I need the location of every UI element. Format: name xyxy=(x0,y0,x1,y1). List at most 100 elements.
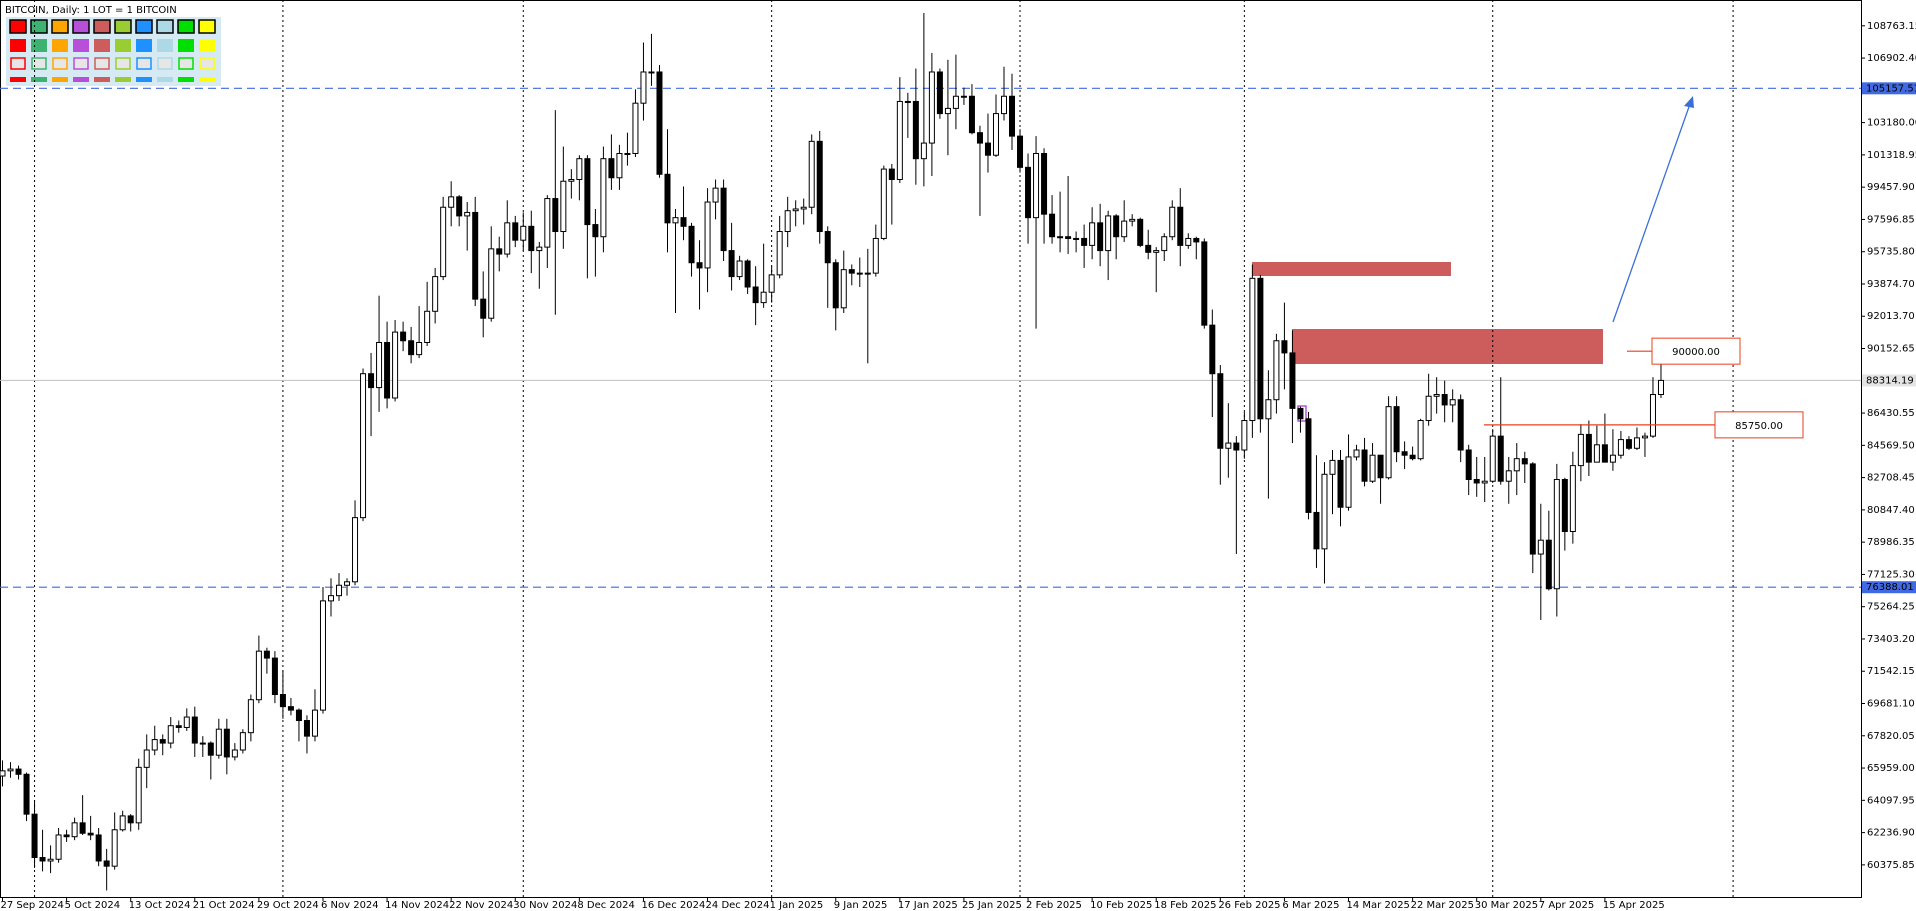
candle-body xyxy=(1401,451,1408,456)
x-tick-label: 9 Jan 2025 xyxy=(834,900,888,911)
candle-body xyxy=(183,716,190,728)
projection-arrow xyxy=(1612,103,1691,323)
candle-body xyxy=(856,272,863,275)
x-tick-label: 13 Oct 2024 xyxy=(129,900,191,911)
candle-body xyxy=(440,206,447,278)
candle-body xyxy=(1601,444,1608,463)
y-tick-label: 103180.00 xyxy=(1867,118,1916,129)
swatch xyxy=(157,57,173,70)
candle-body xyxy=(496,248,503,255)
candle-body xyxy=(376,341,383,389)
x-tick-label: 8 Dec 2024 xyxy=(577,900,635,911)
x-tick-label: 7 Apr 2025 xyxy=(1539,900,1594,911)
y-tick-label: 82708.45 xyxy=(1867,473,1915,484)
candle-body xyxy=(287,706,294,711)
candle-body xyxy=(888,168,895,180)
candle-body xyxy=(87,832,94,836)
candle-body xyxy=(1073,237,1080,240)
level-box xyxy=(1651,337,1741,365)
candle-body xyxy=(688,225,695,264)
swatch xyxy=(199,57,215,70)
candle-body xyxy=(864,272,871,275)
candle-body xyxy=(1585,433,1592,463)
swatch xyxy=(198,19,216,34)
candle-body xyxy=(1281,340,1288,354)
x-tick-label: 1 Jan 2025 xyxy=(770,900,824,911)
candle-body xyxy=(600,158,607,238)
swatch xyxy=(52,39,68,52)
candle-body xyxy=(648,71,655,74)
swatch xyxy=(10,39,26,52)
candle-body xyxy=(1505,470,1512,482)
swatch xyxy=(115,39,131,52)
candle-body xyxy=(7,768,14,772)
supply-zone xyxy=(1252,262,1451,276)
candle-body xyxy=(1105,215,1112,252)
candle-body xyxy=(1329,459,1336,475)
candle-body xyxy=(279,694,286,708)
candle-body xyxy=(640,71,647,104)
candle-body xyxy=(696,262,703,269)
candle-body xyxy=(1641,435,1648,439)
candle-body xyxy=(624,152,631,155)
candle-body xyxy=(512,222,519,241)
candle-body xyxy=(79,822,86,834)
price-label-box xyxy=(1862,581,1916,594)
y-tick-label: 62236.90 xyxy=(1867,828,1915,839)
candle-body xyxy=(15,768,22,775)
candle-body xyxy=(544,198,551,248)
candle-body xyxy=(303,720,310,737)
candle-body xyxy=(1593,444,1600,463)
candle-body xyxy=(1521,458,1528,465)
candle-body xyxy=(1561,478,1568,533)
y-tick-label: 65959.00 xyxy=(1867,763,1915,774)
candle-body xyxy=(1625,439,1632,449)
swatch xyxy=(93,19,111,34)
candle-body xyxy=(1441,394,1448,406)
candle-body xyxy=(936,71,943,115)
candle-body xyxy=(55,834,62,860)
y-tick-label: 86430.55 xyxy=(1867,408,1915,419)
candle-body xyxy=(1137,218,1144,246)
y-tick-label: 97596.85 xyxy=(1867,214,1915,225)
candle-body xyxy=(1257,277,1264,420)
y-tick-label: 84569.50 xyxy=(1867,440,1915,451)
swatch xyxy=(10,77,26,82)
x-tick-label: 25 Jan 2025 xyxy=(962,900,1022,911)
candle-body xyxy=(1385,406,1392,479)
candle-body xyxy=(0,770,6,777)
y-tick-label: 92013.70 xyxy=(1867,311,1915,322)
candle-body xyxy=(352,517,359,583)
candle-body xyxy=(960,95,967,98)
candle-body xyxy=(1529,463,1536,555)
candle-body xyxy=(1097,222,1104,252)
candle-body xyxy=(432,276,439,312)
candle-body xyxy=(608,158,615,179)
candle-body xyxy=(1425,395,1432,422)
y-tick-label: 99457.90 xyxy=(1867,182,1915,193)
swatch xyxy=(94,39,110,52)
swatch xyxy=(136,57,152,70)
candle-body xyxy=(760,291,767,304)
y-tick-label: 73403.20 xyxy=(1867,634,1915,645)
candle-body xyxy=(576,158,583,180)
y-tick-label: 90152.65 xyxy=(1867,344,1915,355)
candle-body xyxy=(1305,418,1312,513)
swatch xyxy=(72,19,90,34)
candle-body xyxy=(736,260,743,278)
candle-body xyxy=(135,766,142,824)
candle-body xyxy=(255,650,262,701)
candle-body xyxy=(167,725,174,744)
candle-body xyxy=(944,107,951,115)
candle-body xyxy=(1081,237,1088,246)
candle-body xyxy=(1465,449,1472,480)
candle-body xyxy=(824,231,831,264)
plot-border xyxy=(0,0,1862,898)
swatch xyxy=(114,19,132,34)
candle-body xyxy=(632,102,639,154)
candle-body xyxy=(223,728,230,758)
candle-body xyxy=(1393,406,1400,453)
candle-body xyxy=(368,373,375,389)
candle-body xyxy=(1545,539,1552,590)
candle-body xyxy=(424,310,431,343)
